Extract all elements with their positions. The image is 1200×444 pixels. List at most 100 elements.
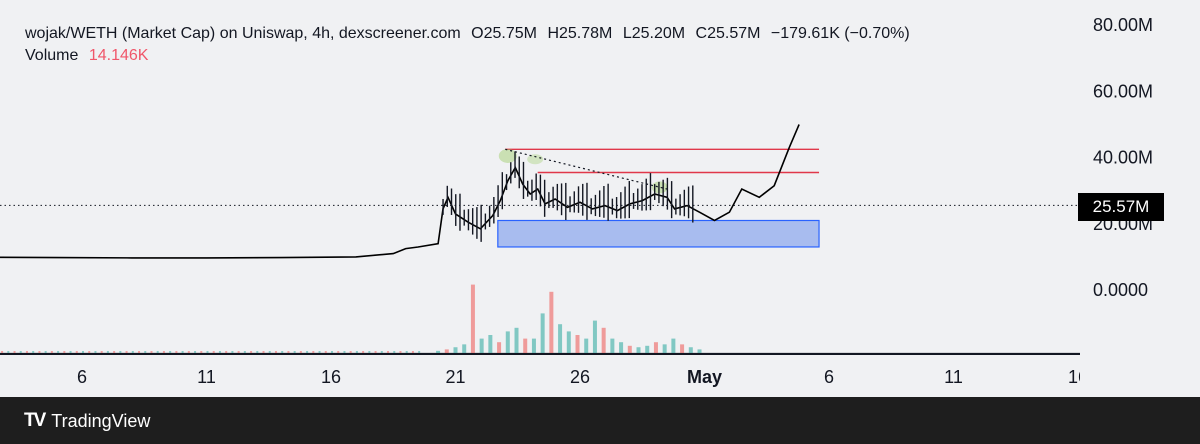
volume-bar: [1, 351, 4, 353]
volume-bar: [287, 351, 290, 353]
close-value: C25.57M: [695, 25, 761, 42]
current-price-tag: 25.57M: [1078, 193, 1164, 221]
volume-bar: [584, 338, 589, 353]
volume-bar: [671, 338, 676, 353]
y-tick-label: 80.00M: [1093, 15, 1153, 35]
volume-bar: [399, 351, 402, 353]
volume-bar: [362, 351, 365, 353]
footer: TV TradingView: [24, 410, 150, 432]
volume-bar: [75, 351, 78, 353]
axis-corner: [1080, 355, 1200, 397]
x-tick-label: 11: [944, 367, 963, 387]
volume-bar: [69, 351, 72, 353]
volume-bar: [119, 351, 122, 353]
volume-bar: [662, 344, 667, 353]
volume-bar: [374, 351, 377, 353]
volume-bar: [393, 351, 396, 353]
volume-bar: [462, 344, 467, 353]
volume-bar: [592, 320, 597, 353]
volume-bar: [88, 351, 91, 353]
volume-bar: [306, 351, 309, 353]
volume-bar: [131, 351, 134, 353]
change-value: −179.61K (−0.70%): [770, 25, 910, 42]
volume-bar: [262, 351, 265, 353]
volume-bar: [645, 345, 650, 353]
volume-bar: [256, 351, 259, 353]
volume-bar: [343, 351, 346, 353]
volume-bar: [281, 351, 284, 353]
volume-bar: [653, 342, 658, 353]
volume-bar: [293, 351, 296, 353]
volume-bar: [25, 351, 28, 353]
volume-bar: [113, 351, 116, 353]
volume-bar: [250, 351, 253, 353]
volume-bar: [13, 351, 16, 353]
volume-bar: [106, 351, 109, 353]
volume-bar: [225, 351, 228, 353]
tradingview-logo-icon: TV: [24, 410, 46, 431]
volume-bar: [299, 351, 302, 353]
volume-bar: [169, 351, 172, 353]
volume-bar: [38, 351, 41, 353]
y-tick-label: 0.0000: [1093, 280, 1148, 300]
x-tick-label: 11: [197, 367, 216, 387]
volume-bar: [610, 338, 615, 353]
volume-bar: [479, 338, 484, 353]
volume-bar: [206, 351, 209, 353]
volume-bar: [331, 351, 333, 353]
volume-bar: [337, 351, 340, 353]
y-tick-label: 60.00M: [1093, 81, 1153, 101]
volume-bar: [44, 351, 47, 353]
x-tick-label: 21: [445, 367, 465, 387]
volume-bar: [144, 351, 147, 353]
volume-bar: [697, 349, 702, 353]
volume-bar: [549, 291, 554, 353]
volume-bar: [57, 351, 60, 353]
volume-bar: [619, 342, 624, 353]
volume-bar: [505, 331, 510, 353]
volume-bar: [497, 342, 502, 353]
x-tick-label: 26: [570, 367, 590, 387]
volume-label: Volume: [25, 47, 79, 64]
volume-bar: [94, 351, 97, 353]
volume-bar: [212, 351, 215, 353]
volume-bar: [470, 284, 475, 353]
volume-bar: [312, 351, 315, 353]
volume-bar: [50, 351, 53, 353]
volume-bar: [680, 344, 685, 353]
volume-value: 14.146K: [88, 47, 149, 64]
volume-bar: [387, 351, 390, 353]
open-value: O25.75M: [471, 25, 537, 42]
volume-bar: [274, 351, 277, 353]
volume-bar: [63, 351, 66, 353]
volume-bar: [688, 347, 693, 353]
volume-bar: [100, 351, 103, 353]
low-value: L25.20M: [622, 25, 686, 42]
trendline: [505, 148, 668, 190]
chart-panel[interactable]: 80.00M 60.00M 40.00M 20.00M 0.0000 6 11 16 21 26 M…: [0, 0, 1200, 397]
volume-bar: [156, 351, 159, 353]
volume-bar: [19, 351, 22, 353]
volume-bar: [558, 324, 563, 353]
tradingview-brand[interactable]: TradingView: [51, 410, 151, 431]
volume-bar: [453, 347, 458, 353]
high-value: H25.78M: [547, 25, 613, 42]
volume-bar: [150, 351, 153, 353]
volume-bar: [237, 351, 240, 353]
volume-bar: [243, 351, 246, 353]
volume-bar: [138, 351, 141, 353]
y-tick-label: 40.00M: [1093, 148, 1153, 168]
highlight-circle: [527, 154, 544, 165]
volume-bar: [32, 351, 35, 353]
volume-bar: [187, 351, 190, 353]
volume-bar: [405, 351, 408, 353]
pair-title: wojak/WETH (Market Cap) on Uniswap, 4h, …: [25, 25, 461, 42]
volume-bar: [268, 351, 271, 353]
volume-bar: [181, 351, 184, 353]
x-tick-label: May: [687, 367, 722, 387]
volume-bar: [575, 335, 580, 353]
legend-header: wojak/WETH (Market Cap) on Uniswap, 4h, …: [25, 25, 916, 65]
volume-bar: [601, 327, 606, 353]
